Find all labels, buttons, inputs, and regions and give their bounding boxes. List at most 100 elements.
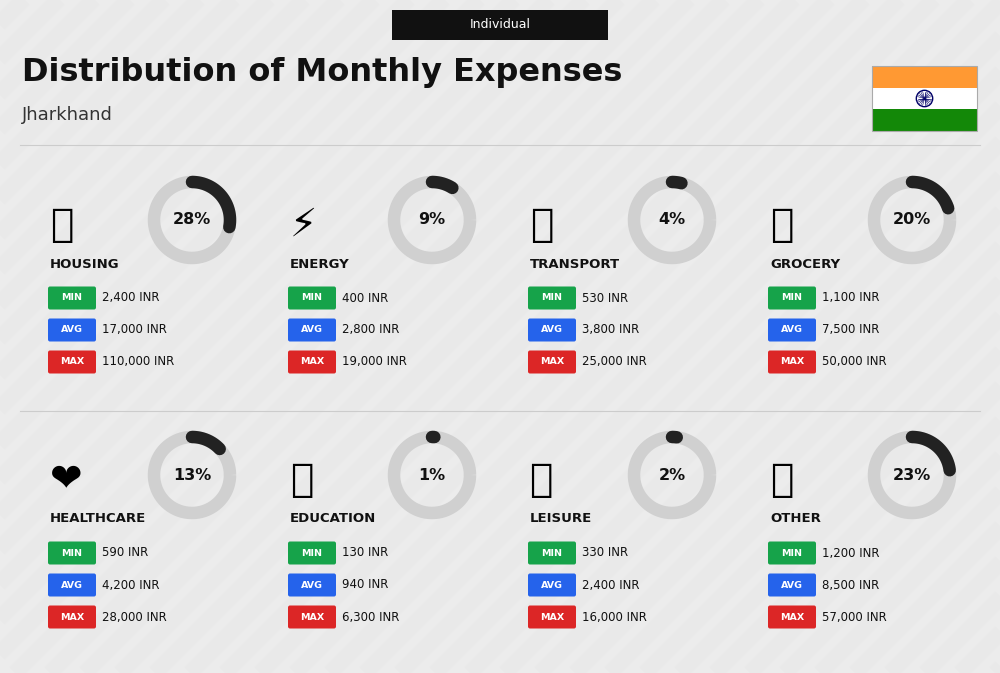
Text: 1,200 INR: 1,200 INR (822, 546, 880, 559)
Text: 19,000 INR: 19,000 INR (342, 355, 407, 369)
FancyBboxPatch shape (288, 318, 336, 341)
Text: AVG: AVG (541, 581, 563, 590)
FancyBboxPatch shape (288, 351, 336, 374)
Text: 130 INR: 130 INR (342, 546, 388, 559)
Text: 🎓: 🎓 (290, 461, 313, 499)
Text: MAX: MAX (780, 612, 804, 621)
FancyBboxPatch shape (288, 287, 336, 310)
Text: MAX: MAX (60, 612, 84, 621)
Bar (872, 109, 977, 131)
Text: MIN: MIN (62, 293, 83, 302)
Text: ENERGY: ENERGY (290, 258, 350, 271)
Text: 1,100 INR: 1,100 INR (822, 291, 880, 304)
FancyBboxPatch shape (288, 606, 336, 629)
Text: 6,300 INR: 6,300 INR (342, 610, 399, 623)
FancyBboxPatch shape (392, 10, 608, 40)
Text: 2,800 INR: 2,800 INR (342, 324, 399, 336)
Text: 🛒: 🛒 (770, 206, 793, 244)
Text: 2%: 2% (658, 468, 686, 483)
FancyBboxPatch shape (528, 573, 576, 596)
Text: AVG: AVG (781, 326, 803, 334)
Text: 530 INR: 530 INR (582, 291, 628, 304)
Text: MAX: MAX (60, 357, 84, 367)
Text: MAX: MAX (540, 357, 564, 367)
Text: AVG: AVG (781, 581, 803, 590)
FancyBboxPatch shape (528, 351, 576, 374)
Text: 2,400 INR: 2,400 INR (102, 291, 160, 304)
Text: 1%: 1% (418, 468, 446, 483)
Text: 400 INR: 400 INR (342, 291, 388, 304)
Text: 50,000 INR: 50,000 INR (822, 355, 887, 369)
FancyBboxPatch shape (768, 606, 816, 629)
Text: GROCERY: GROCERY (770, 258, 840, 271)
Text: 🚌: 🚌 (530, 206, 553, 244)
FancyBboxPatch shape (48, 606, 96, 629)
Bar (872, 66, 977, 131)
Text: 💰: 💰 (770, 461, 793, 499)
FancyBboxPatch shape (288, 542, 336, 565)
Text: EDUCATION: EDUCATION (290, 513, 376, 526)
Text: ⚡: ⚡ (290, 206, 317, 244)
Text: MIN: MIN (781, 293, 802, 302)
Text: 25,000 INR: 25,000 INR (582, 355, 647, 369)
FancyBboxPatch shape (768, 542, 816, 565)
Bar (872, 87, 977, 109)
Text: 16,000 INR: 16,000 INR (582, 610, 647, 623)
Text: 2,400 INR: 2,400 INR (582, 579, 640, 592)
Text: MAX: MAX (300, 612, 324, 621)
FancyBboxPatch shape (768, 351, 816, 374)
Text: AVG: AVG (301, 326, 323, 334)
FancyBboxPatch shape (48, 573, 96, 596)
Text: AVG: AVG (301, 581, 323, 590)
Text: HOUSING: HOUSING (50, 258, 120, 271)
Text: 4,200 INR: 4,200 INR (102, 579, 160, 592)
Text: 3,800 INR: 3,800 INR (582, 324, 639, 336)
FancyBboxPatch shape (528, 542, 576, 565)
Text: 7,500 INR: 7,500 INR (822, 324, 879, 336)
FancyBboxPatch shape (48, 318, 96, 341)
Text: 8,500 INR: 8,500 INR (822, 579, 879, 592)
FancyBboxPatch shape (768, 287, 816, 310)
Text: 940 INR: 940 INR (342, 579, 388, 592)
Text: TRANSPORT: TRANSPORT (530, 258, 620, 271)
Text: MIN: MIN (62, 548, 83, 557)
FancyBboxPatch shape (528, 606, 576, 629)
Text: AVG: AVG (61, 326, 83, 334)
Text: 17,000 INR: 17,000 INR (102, 324, 167, 336)
Text: 28,000 INR: 28,000 INR (102, 610, 167, 623)
Text: 590 INR: 590 INR (102, 546, 148, 559)
FancyBboxPatch shape (768, 318, 816, 341)
FancyBboxPatch shape (48, 351, 96, 374)
Text: 28%: 28% (173, 213, 211, 227)
Text: 20%: 20% (893, 213, 931, 227)
Text: MIN: MIN (542, 293, 562, 302)
FancyBboxPatch shape (48, 542, 96, 565)
FancyBboxPatch shape (768, 573, 816, 596)
Text: MAX: MAX (780, 357, 804, 367)
FancyBboxPatch shape (288, 573, 336, 596)
Text: OTHER: OTHER (770, 513, 821, 526)
Text: MIN: MIN (302, 293, 323, 302)
Text: 13%: 13% (173, 468, 211, 483)
Text: 9%: 9% (418, 213, 446, 227)
Text: 🛍️: 🛍️ (530, 461, 553, 499)
Text: HEALTHCARE: HEALTHCARE (50, 513, 146, 526)
Text: MIN: MIN (302, 548, 323, 557)
Text: 4%: 4% (658, 213, 686, 227)
Text: ❤️: ❤️ (50, 461, 83, 499)
Text: LEISURE: LEISURE (530, 513, 592, 526)
Text: 57,000 INR: 57,000 INR (822, 610, 887, 623)
Text: 🏢: 🏢 (50, 206, 73, 244)
Text: AVG: AVG (541, 326, 563, 334)
Text: Jharkhand: Jharkhand (22, 106, 113, 124)
Text: 330 INR: 330 INR (582, 546, 628, 559)
Bar (872, 66, 977, 87)
Text: Distribution of Monthly Expenses: Distribution of Monthly Expenses (22, 57, 622, 89)
Text: MIN: MIN (542, 548, 562, 557)
Text: AVG: AVG (61, 581, 83, 590)
Text: 110,000 INR: 110,000 INR (102, 355, 174, 369)
Text: MAX: MAX (540, 612, 564, 621)
Text: MAX: MAX (300, 357, 324, 367)
Text: Individual: Individual (470, 18, 530, 32)
FancyBboxPatch shape (48, 287, 96, 310)
